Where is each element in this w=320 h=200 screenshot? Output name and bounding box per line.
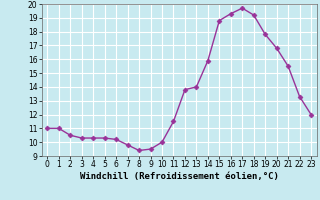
X-axis label: Windchill (Refroidissement éolien,°C): Windchill (Refroidissement éolien,°C) <box>80 172 279 181</box>
